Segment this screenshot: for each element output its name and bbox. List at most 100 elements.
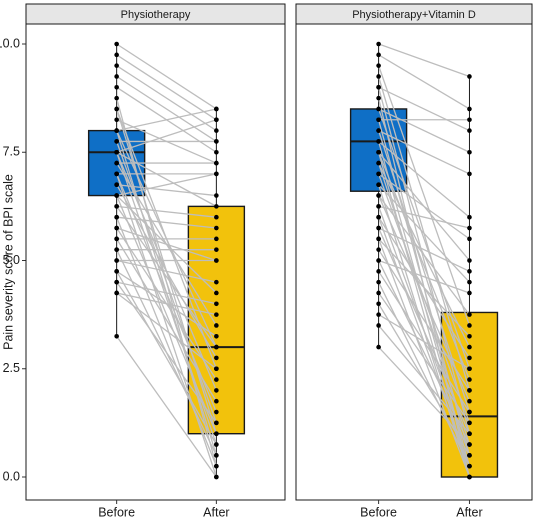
point-before bbox=[114, 258, 119, 263]
x-tick-label: Before bbox=[360, 505, 397, 519]
point-before bbox=[376, 41, 381, 47]
point-before bbox=[114, 41, 119, 47]
pair-line bbox=[378, 259, 470, 294]
pair-line bbox=[378, 325, 470, 435]
point-before bbox=[376, 182, 381, 188]
pair-line bbox=[378, 260, 471, 445]
point-before bbox=[376, 128, 381, 133]
point-after bbox=[214, 474, 219, 480]
point-after bbox=[214, 431, 219, 437]
point-before bbox=[376, 171, 381, 177]
point-after bbox=[467, 366, 472, 372]
point-after bbox=[214, 128, 219, 133]
y-tick-label: 0.0 bbox=[3, 469, 20, 483]
pair-line bbox=[378, 140, 470, 218]
point-before bbox=[376, 269, 381, 274]
point-after bbox=[214, 258, 219, 263]
panels: Physiotherapy Before After Physiotherapy+Vi… bbox=[25, 3, 533, 519]
y-tick-label: 5.0 bbox=[3, 253, 20, 267]
panel-border bbox=[295, 23, 533, 501]
point-after bbox=[467, 74, 472, 79]
point-after bbox=[467, 355, 472, 361]
point-before bbox=[114, 247, 119, 252]
pair-line bbox=[116, 292, 217, 316]
pair-line bbox=[378, 54, 470, 110]
point-before bbox=[114, 149, 119, 155]
point-before bbox=[114, 95, 119, 101]
point-after bbox=[467, 333, 472, 339]
point-after bbox=[214, 225, 219, 231]
pair-line bbox=[116, 151, 217, 207]
point-after bbox=[467, 128, 472, 133]
pair-line bbox=[116, 227, 217, 262]
point-after bbox=[214, 463, 219, 469]
panel-title: Physiotherapy+Vitamin D bbox=[352, 9, 476, 21]
point-after bbox=[214, 117, 219, 123]
y-axis-title: Pain severity score of BPI scale bbox=[1, 174, 15, 350]
point-before bbox=[376, 279, 381, 285]
point-before bbox=[376, 117, 381, 123]
panel-2: Physiotherapy+Vitamin D Before After bbox=[295, 3, 533, 519]
pair-line bbox=[378, 86, 470, 132]
y-tick-label: 2.5 bbox=[3, 361, 20, 375]
point-after bbox=[467, 171, 472, 177]
point-before bbox=[114, 204, 119, 209]
x-tick-label: Before bbox=[98, 505, 135, 519]
pair-line bbox=[116, 141, 217, 424]
point-after bbox=[214, 204, 219, 209]
point-before bbox=[376, 139, 381, 144]
panel-border bbox=[25, 23, 286, 501]
point-before bbox=[376, 204, 381, 209]
pair-line bbox=[378, 238, 470, 337]
point-before bbox=[114, 333, 119, 339]
point-after bbox=[214, 366, 219, 372]
pair-line bbox=[378, 108, 470, 153]
pair-line bbox=[378, 227, 470, 272]
point-after bbox=[214, 409, 219, 415]
point-before bbox=[114, 171, 119, 177]
pair-line bbox=[377, 108, 471, 369]
pair-line bbox=[116, 75, 217, 142]
point-after bbox=[467, 214, 472, 220]
pair-line bbox=[116, 43, 217, 110]
point-after bbox=[467, 323, 472, 328]
pair-line bbox=[378, 184, 470, 283]
point-before bbox=[376, 344, 381, 350]
pair-line bbox=[116, 152, 217, 445]
pair-line bbox=[378, 249, 471, 391]
point-before bbox=[114, 279, 119, 285]
pair-line bbox=[116, 119, 217, 153]
pair-line bbox=[378, 173, 470, 240]
pair-line bbox=[116, 205, 217, 348]
point-after bbox=[467, 258, 472, 263]
point-after bbox=[467, 388, 472, 393]
point-before bbox=[114, 128, 119, 133]
pair-line bbox=[116, 54, 217, 121]
point-after bbox=[467, 117, 472, 123]
panel-title: Physiotherapy bbox=[121, 9, 191, 21]
point-before bbox=[114, 139, 119, 144]
point-before bbox=[376, 236, 381, 242]
point-before bbox=[376, 52, 381, 58]
pair-line bbox=[116, 205, 217, 218]
point-after bbox=[214, 388, 219, 393]
point-after bbox=[467, 312, 472, 317]
point-after bbox=[467, 409, 472, 415]
point-after bbox=[467, 420, 472, 426]
point-after bbox=[214, 236, 219, 242]
pair-line bbox=[116, 259, 217, 283]
x-tick-label: After bbox=[203, 505, 229, 519]
point-after bbox=[214, 247, 219, 252]
pair-line bbox=[116, 195, 217, 434]
pair-line bbox=[116, 184, 217, 197]
point-before bbox=[376, 193, 381, 198]
point-after bbox=[214, 323, 219, 328]
point-after bbox=[467, 474, 472, 480]
point-before bbox=[376, 149, 381, 155]
pair-line bbox=[116, 173, 217, 197]
pair-line bbox=[378, 227, 471, 434]
point-after bbox=[467, 431, 472, 437]
point-before bbox=[376, 160, 381, 166]
pair-line bbox=[377, 65, 471, 326]
point-before bbox=[114, 269, 119, 274]
